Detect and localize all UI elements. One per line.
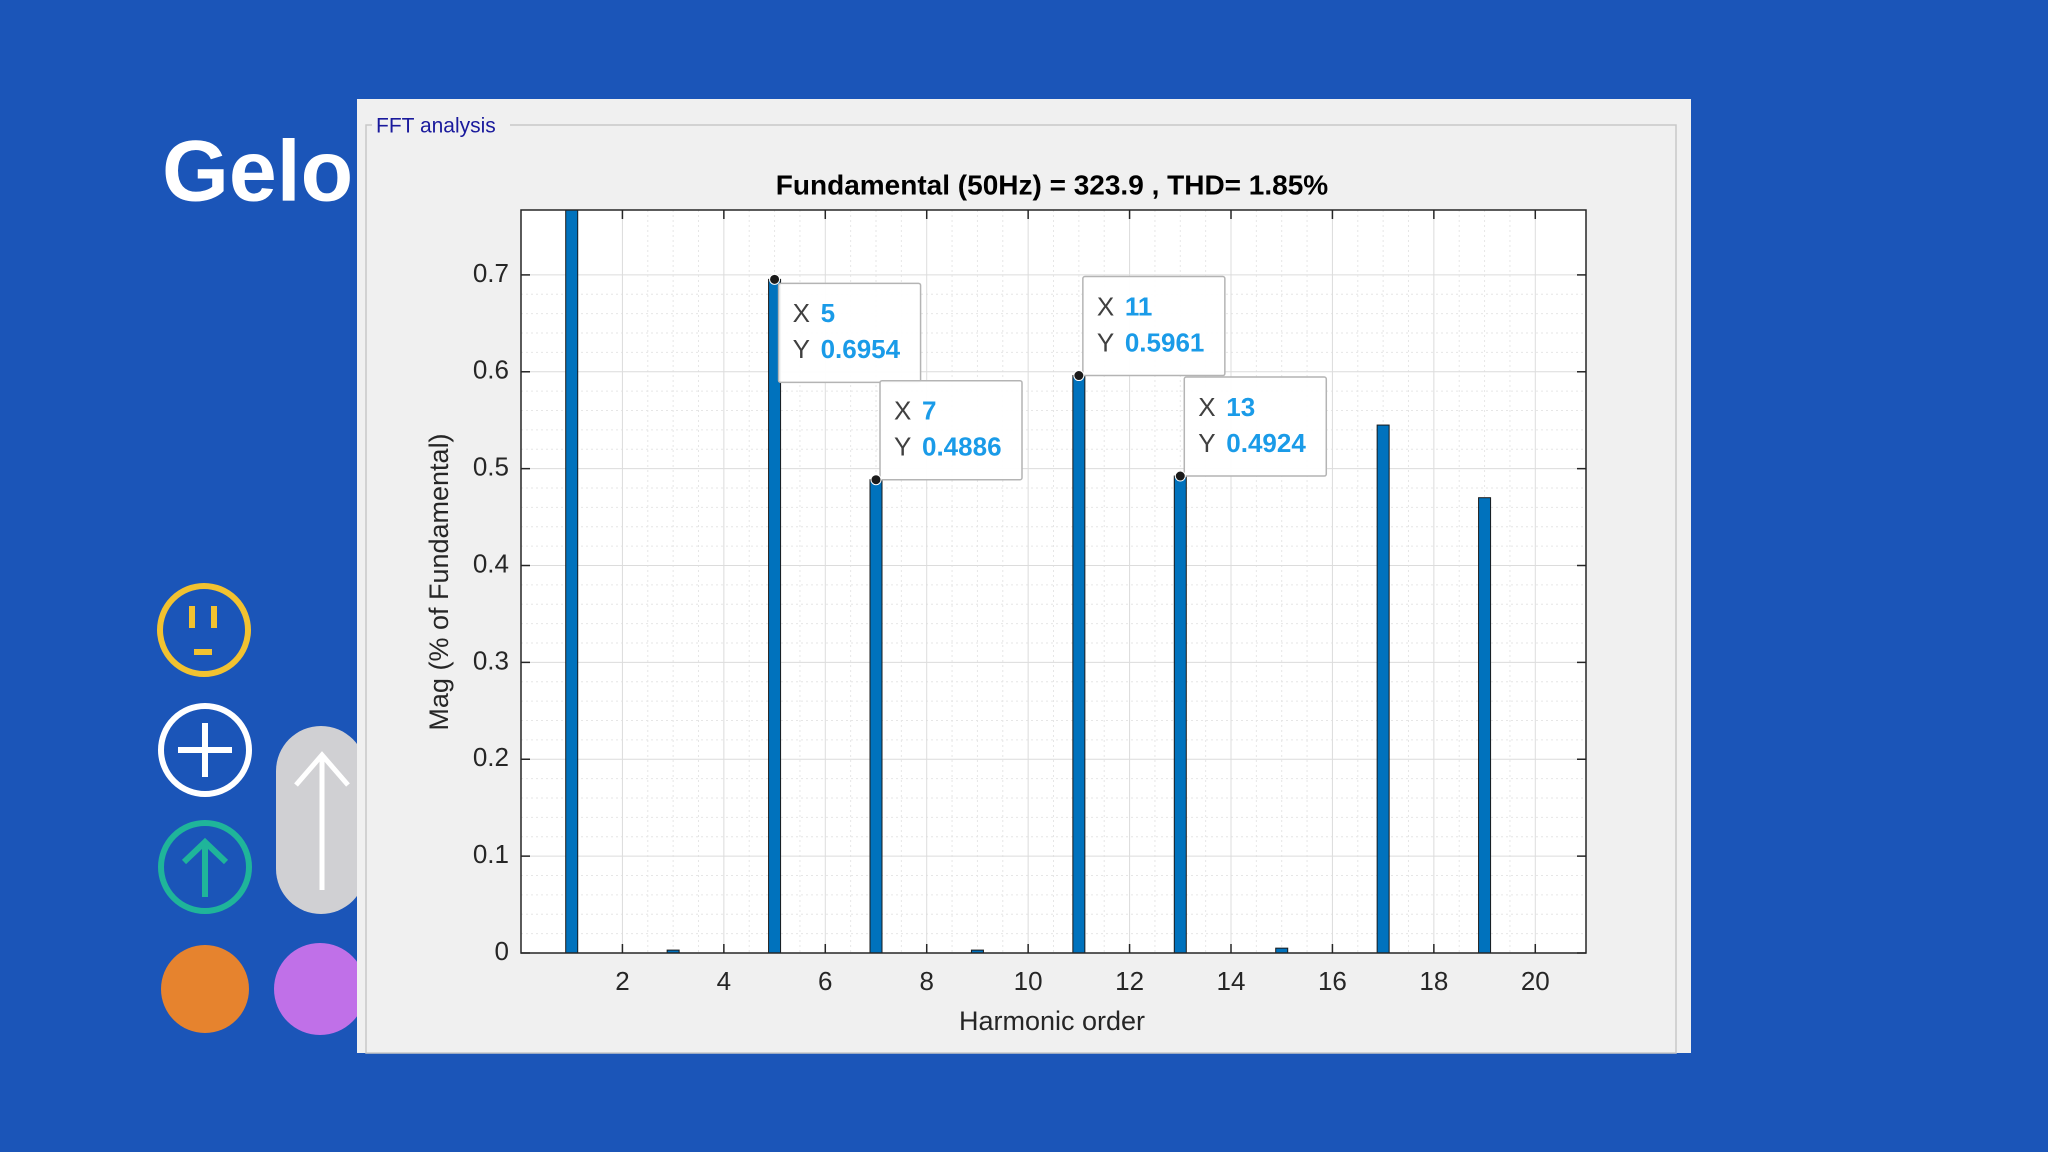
datatip-point — [769, 273, 781, 285]
datatip-point — [1174, 470, 1186, 482]
datatip-box — [1183, 376, 1328, 477]
chart-title: Fundamental (50Hz) = 323.9 , THD= 1.85% — [776, 169, 1329, 200]
bar — [1072, 375, 1086, 953]
bar — [565, 210, 579, 953]
face-icon — [157, 583, 251, 677]
up-icon — [158, 820, 252, 914]
datatip-y-label: Y — [793, 334, 810, 364]
y-axis-label: Mag (% of Fundamental) — [424, 433, 454, 730]
datatip-y-value: 0.6954 — [821, 334, 901, 364]
datatip-x-label: X — [1097, 291, 1114, 321]
datatip-point — [870, 474, 882, 486]
axes-box — [520, 209, 1587, 954]
x-tick-label: 14 — [1217, 966, 1246, 996]
datatip-y-label: Y — [894, 432, 911, 462]
datatip-y-value: 0.5961 — [1125, 327, 1205, 357]
datatip-y-label: Y — [1097, 327, 1114, 357]
datatip-x-value: 11 — [1125, 291, 1153, 321]
datatip-box — [777, 282, 922, 384]
x-tick-label: 4 — [717, 966, 731, 996]
datatip-y-value: 0.4924 — [1226, 428, 1306, 458]
x-tick-label: 20 — [1521, 966, 1550, 996]
orange-dot — [161, 945, 249, 1033]
x-tick-label: 16 — [1318, 966, 1347, 996]
x-tick-label: 6 — [818, 966, 832, 996]
datatip-x-value: 13 — [1226, 392, 1255, 422]
datatip-x-value: 5 — [821, 298, 835, 328]
bar — [1173, 475, 1187, 953]
icons — [157, 583, 366, 1035]
x-tick-label: 10 — [1014, 966, 1043, 996]
pill-arrow — [294, 751, 350, 890]
datatip-point — [1073, 370, 1085, 382]
ticks: 0 0.1 0.2 0.3 0.4 0.5 0.6 0.7 2 4 6 8 10 12 14 16 18 20 — [473, 210, 1586, 996]
bar — [869, 479, 883, 953]
y-tick-label: 0.4 — [473, 548, 509, 578]
panel-border — [365, 124, 1677, 1054]
up-arrow — [181, 837, 229, 897]
plus-icon — [158, 703, 252, 797]
x-tick-label: 12 — [1115, 966, 1144, 996]
y-tick-label: 0.2 — [473, 742, 509, 772]
x-axis-label: Harmonic order — [959, 1006, 1145, 1036]
purple-dot — [274, 943, 366, 1035]
x-tick-label: 18 — [1419, 966, 1448, 996]
datatip-x-value: 7 — [922, 396, 936, 426]
y-tick-label: 0.5 — [473, 452, 509, 482]
x-tick-label: 8 — [919, 966, 933, 996]
datatip-box — [1082, 275, 1226, 377]
x-tick-label: 2 — [615, 966, 629, 996]
y-tick-label: 0.7 — [473, 258, 509, 288]
datatip-box — [879, 379, 1023, 481]
y-tick-label: 0.3 — [473, 645, 509, 675]
panel-title: FFT analysis — [376, 115, 496, 138]
datatip-x-label: X — [894, 396, 911, 426]
bar — [1376, 424, 1390, 953]
datatip-y-value: 0.4886 — [922, 432, 1002, 462]
datatip-y-label: Y — [1198, 428, 1215, 458]
bar — [1478, 497, 1492, 953]
slide-title: Gelo — [162, 124, 353, 220]
datatip-x-label: X — [1198, 392, 1215, 422]
bars — [565, 210, 1492, 953]
panel-label-bg — [372, 114, 510, 138]
y-tick-label: 0 — [495, 936, 509, 966]
datatip-x-label: X — [793, 298, 810, 328]
y-tick-label: 0.1 — [473, 839, 509, 869]
y-tick-label: 0.6 — [473, 355, 509, 385]
